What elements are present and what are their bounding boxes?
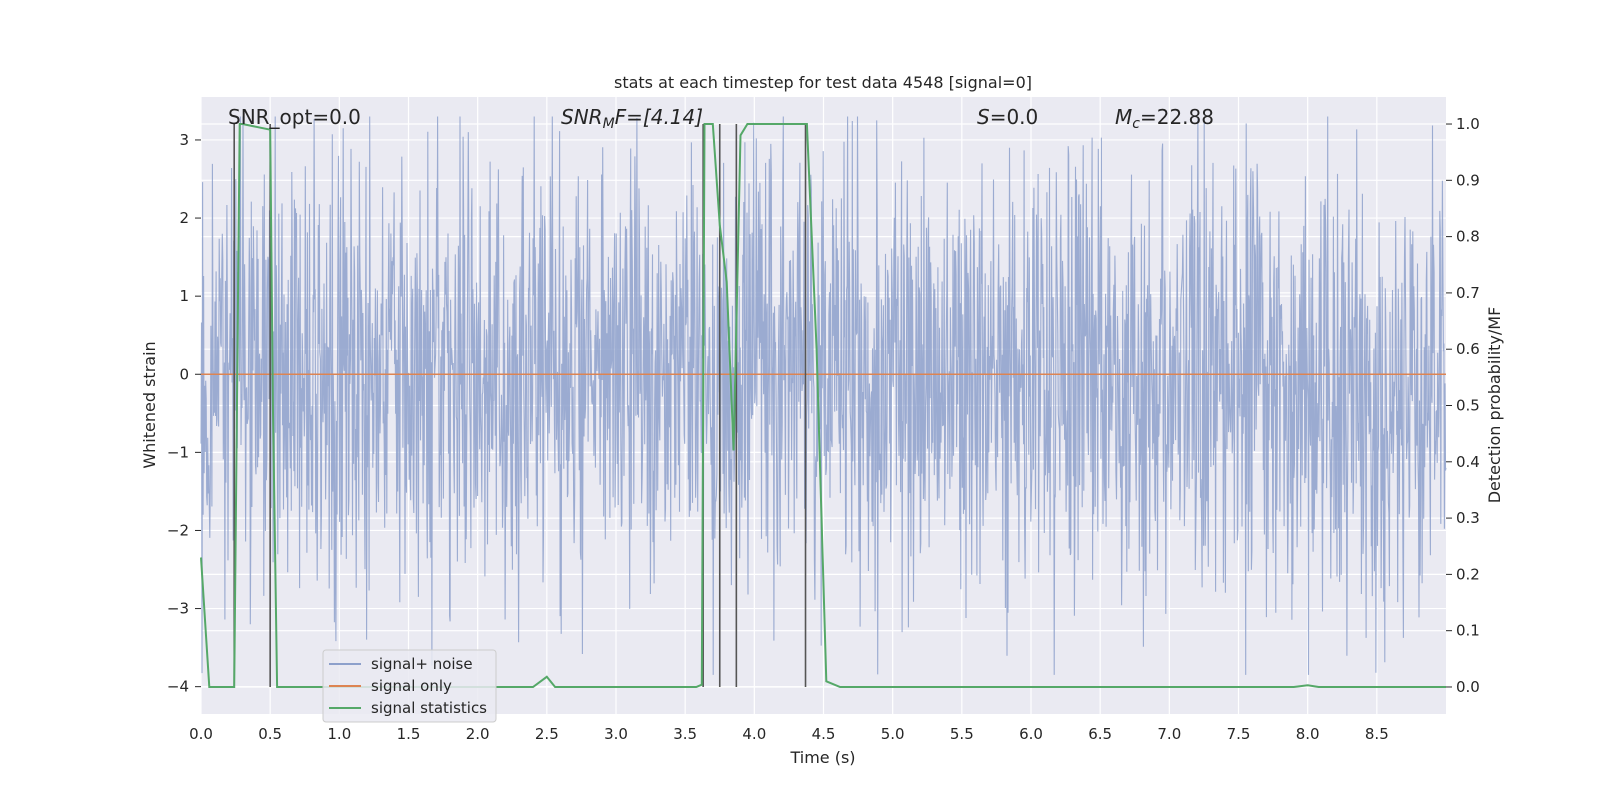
- y-tick-label: 2: [179, 209, 189, 227]
- y-tick-label: 3: [179, 131, 189, 149]
- y2-tick-label: 0.3: [1456, 509, 1480, 527]
- x-tick-label: 0.5: [258, 725, 282, 743]
- x-axis-ticks: 0.0 0.5 1.0 1.5 2.0 2.5 3.0 3.5 4.0 4.5 5.0 5.5 6.0 6…: [189, 725, 1389, 743]
- y-tick-label: −1: [167, 443, 189, 461]
- y-tick-label: −4: [167, 678, 189, 696]
- x-tick-label: 5.5: [950, 725, 974, 743]
- legend-label-noise: signal+ noise: [371, 655, 473, 673]
- legend-label-signal: signal only: [371, 677, 452, 695]
- mc-annotation: Mc=22.88: [1115, 105, 1214, 132]
- x-tick-label: 6.5: [1088, 725, 1112, 743]
- legend-label-statistics: signal statistics: [371, 699, 487, 717]
- y-tick-label: −3: [167, 600, 189, 618]
- mc-label: M: [1115, 105, 1132, 129]
- legend: signal+ noise signal only signal statist…: [323, 650, 496, 722]
- y-tick-label: 0: [179, 365, 189, 383]
- y2-tick-label: 0.1: [1456, 622, 1480, 640]
- x-tick-label: 7.0: [1157, 725, 1181, 743]
- x-axis-label: Time (s): [789, 748, 855, 767]
- y2-tick-label: 1.0: [1456, 115, 1480, 133]
- s-label: S: [977, 105, 990, 129]
- x-tick-label: 2.0: [466, 725, 490, 743]
- snr-mf-subscript: M: [603, 116, 615, 132]
- snr-mf-label: SNR: [561, 105, 603, 129]
- x-tick-label: 2.5: [535, 725, 559, 743]
- y2-tick-label: 0.2: [1456, 565, 1480, 583]
- y2-axis-label: Detection probability/MF: [1485, 307, 1504, 504]
- x-tick-label: 3.0: [604, 725, 628, 743]
- y2-tick-label: 0.9: [1456, 171, 1480, 189]
- x-tick-label: 8.0: [1296, 725, 1320, 743]
- y2-tick-label: 0.4: [1456, 453, 1480, 471]
- snr-mf-suffix: F=[4.14]: [615, 105, 703, 129]
- x-tick-label: 1.0: [327, 725, 351, 743]
- x-tick-label: 3.5: [673, 725, 697, 743]
- mc-value: =22.88: [1140, 105, 1214, 129]
- snr-mf-annotation: SNRMF=[4.14]: [561, 105, 703, 132]
- y2-axis-ticks: 1.0 0.9 0.8 0.7 0.6 0.5 0.4 0.3 0.2 0.1 0.0: [1446, 115, 1480, 696]
- y2-tick-label: 0.8: [1456, 228, 1480, 246]
- x-tick-label: 4.5: [812, 725, 836, 743]
- s-annotation: S=0.0: [977, 105, 1038, 129]
- y-axis-label: Whitened strain: [140, 341, 159, 468]
- y-axis-ticks: 3 2 1 0 −1 −2 −3 −4: [167, 131, 201, 696]
- x-tick-label: 1.5: [397, 725, 421, 743]
- x-tick-label: 0.0: [189, 725, 213, 743]
- y2-tick-label: 0.5: [1456, 397, 1480, 415]
- y-tick-label: 1: [179, 287, 189, 305]
- chart-title: stats at each timestep for test data 454…: [614, 73, 1032, 92]
- s-value: =0.0: [990, 105, 1039, 129]
- x-tick-label: 7.5: [1227, 725, 1251, 743]
- snr-opt-annotation: SNR_opt=0.0: [228, 105, 361, 129]
- x-tick-label: 4.0: [742, 725, 766, 743]
- y-tick-label: −2: [167, 521, 189, 539]
- x-tick-label: 8.5: [1365, 725, 1389, 743]
- y2-tick-label: 0.6: [1456, 340, 1480, 358]
- x-tick-label: 5.0: [881, 725, 905, 743]
- y2-tick-label: 0.0: [1456, 678, 1480, 696]
- x-tick-label: 6.0: [1019, 725, 1043, 743]
- y2-tick-label: 0.7: [1456, 284, 1480, 302]
